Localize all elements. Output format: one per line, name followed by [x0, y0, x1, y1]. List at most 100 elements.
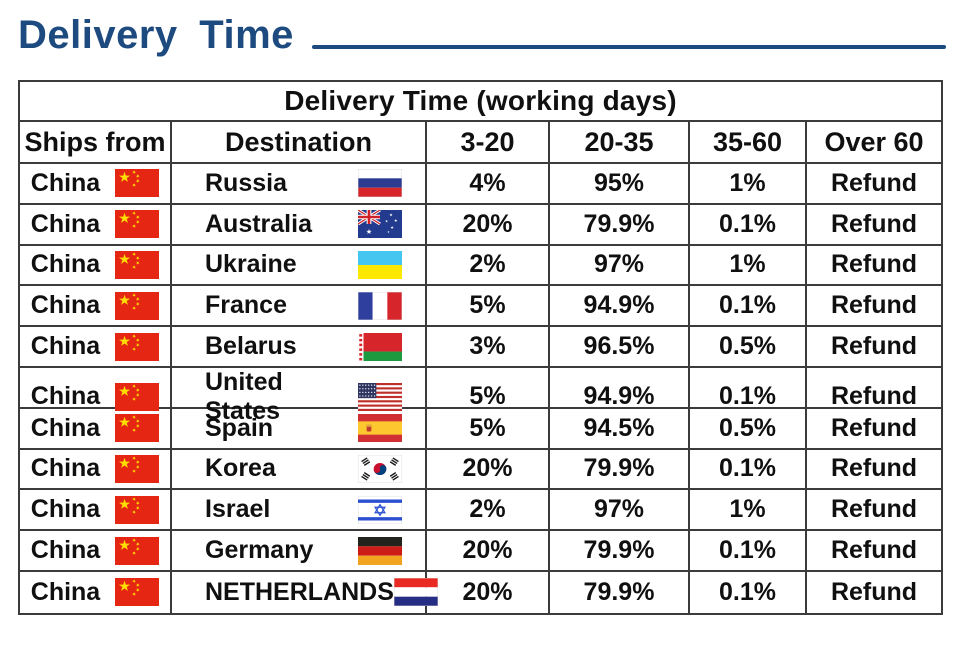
- flag-korea-icon: [358, 454, 402, 483]
- pct-3-20-cell: 5%: [427, 367, 550, 426]
- pct-20-35-cell: 79.9%: [550, 204, 690, 244]
- ships-from-cell: China: [20, 408, 172, 448]
- pct-20-35-cell: 94.9%: [550, 367, 690, 426]
- ships-from-cell: China: [20, 286, 172, 326]
- flag-spain-icon: [358, 414, 402, 443]
- pct-35-60-cell: 1%: [690, 164, 807, 203]
- table-row: China Israel 2% 97% 1% Refund: [20, 490, 941, 532]
- column-header-over-60: Over 60: [824, 126, 924, 157]
- ships-from-label: China: [30, 250, 101, 279]
- over-60-cell: Refund: [830, 454, 918, 483]
- pct-20-35-cell: 79.9%: [550, 571, 690, 613]
- pct-3-20-cell: 3%: [427, 327, 550, 366]
- destination-cell: Spain: [172, 408, 427, 448]
- table-row: China France 5% 94.9% 0.1% Refund: [20, 286, 941, 328]
- pct-3-20-cell: 2%: [427, 490, 550, 530]
- destination-label: NETHERLANDS: [205, 577, 394, 606]
- flag-ukraine-icon: [358, 250, 402, 279]
- ships-from-cell: China: [20, 327, 172, 366]
- table-row: China NETHERLANDS 20% 79.9% 0.1% Refund: [20, 571, 941, 613]
- table-row: China Ukraine 2% 97% 1% Refund: [20, 245, 941, 287]
- ships-from-cell: China: [20, 449, 172, 489]
- title-divider-line: [311, 45, 946, 49]
- flag-france-icon: [358, 291, 402, 320]
- ships-from-label: China: [30, 495, 101, 524]
- flag-israel-icon: [358, 495, 402, 524]
- pct-3-20-cell: 4%: [427, 164, 550, 203]
- column-header-ships-from: Ships from: [20, 122, 172, 162]
- table-row: China Korea 20% 79.9% 0.1% Refund: [20, 449, 941, 491]
- column-header-3-20: 3-20: [427, 122, 550, 162]
- table-header-row: Ships from Destination 3-20 20-35 35-60 …: [20, 122, 941, 164]
- flag-china-icon: [115, 495, 160, 524]
- ships-from-cell: China: [20, 571, 172, 613]
- flag-china-icon: [115, 210, 160, 239]
- ships-from-label: China: [30, 413, 101, 442]
- ships-from-cell: China: [20, 204, 172, 244]
- pct-20-35-cell: 95%: [550, 164, 690, 203]
- pct-3-20-cell: 5%: [427, 286, 550, 326]
- pct-35-60-cell: 0.1%: [690, 204, 807, 244]
- pct-20-35-cell: 79.9%: [550, 449, 690, 489]
- ships-from-label: China: [30, 577, 101, 606]
- table-row: China Australia 20% 79.9% 0.1% Refund: [20, 204, 941, 246]
- pct-20-35-cell: 94.5%: [550, 408, 690, 448]
- delivery-time-table: Delivery Time (working days) Ships from …: [18, 80, 943, 615]
- destination-label: Spain: [205, 413, 274, 442]
- pct-20-35-cell: 97%: [550, 490, 690, 530]
- pct-20-35-cell: 97%: [550, 245, 690, 285]
- flag-netherlands-icon: [393, 578, 438, 607]
- ships-from-cell: China: [20, 164, 172, 203]
- pct-3-20-cell: 20%: [427, 571, 550, 613]
- flag-united-states-icon: [358, 382, 402, 411]
- pct-35-60-cell: 1%: [690, 245, 807, 285]
- pct-35-60-cell: 0.5%: [690, 408, 807, 448]
- column-header-destination: Destination: [172, 122, 427, 162]
- over-60-cell: Refund: [830, 332, 918, 361]
- table-row: China Spain 5% 94.5% 0.5% Refund: [20, 408, 941, 450]
- page-title: Delivery Time: [18, 13, 294, 57]
- table-row: China Belarus 3% 96.5% 0.5% Refund: [20, 327, 941, 368]
- pct-35-60-cell: 0.1%: [690, 286, 807, 326]
- ships-from-cell: China: [20, 367, 172, 426]
- pct-3-20-cell: 20%: [427, 204, 550, 244]
- destination-cell: United States: [172, 367, 427, 426]
- ships-from-cell: China: [20, 531, 172, 570]
- destination-label: Ukraine: [205, 250, 297, 279]
- pct-20-35-cell: 96.5%: [550, 327, 690, 366]
- destination-cell: Israel: [172, 490, 427, 530]
- destination-label: Israel: [205, 495, 271, 524]
- flag-china-icon: [115, 291, 160, 320]
- table-row: China Russia 4% 95% 1% Refund: [20, 164, 941, 205]
- destination-label: Korea: [205, 454, 276, 483]
- ships-from-label: China: [30, 382, 101, 411]
- flag-china-icon: [115, 578, 160, 607]
- pct-35-60-cell: 0.1%: [690, 531, 807, 570]
- pct-35-60-cell: 0.1%: [690, 449, 807, 489]
- pct-20-35-cell: 79.9%: [550, 531, 690, 570]
- destination-cell: Belarus: [172, 327, 427, 366]
- ships-from-label: China: [30, 209, 101, 238]
- over-60-cell: Refund: [830, 168, 918, 197]
- destination-cell: Australia: [172, 204, 427, 244]
- pct-20-35-cell: 94.9%: [550, 286, 690, 326]
- over-60-cell: Refund: [830, 250, 918, 279]
- table-row: China Germany 20% 79.9% 0.1% Refund: [20, 531, 941, 572]
- table-body: China Russia 4% 95% 1% Refund China Aust…: [20, 164, 941, 613]
- destination-cell: Russia: [172, 164, 427, 203]
- ships-from-cell: China: [20, 245, 172, 285]
- pct-35-60-cell: 0.5%: [690, 327, 807, 366]
- ships-from-label: China: [30, 332, 101, 361]
- destination-cell: Germany: [172, 531, 427, 570]
- ships-from-label: China: [30, 168, 101, 197]
- column-header-20-35: 20-35: [550, 122, 690, 162]
- flag-china-icon: [115, 332, 160, 361]
- over-60-cell: Refund: [830, 209, 918, 238]
- destination-label: Germany: [205, 536, 314, 565]
- destination-label: United States: [205, 367, 283, 425]
- pct-35-60-cell: 0.1%: [690, 571, 807, 613]
- over-60-cell: Refund: [830, 382, 918, 411]
- over-60-cell: Refund: [830, 413, 918, 442]
- destination-label: France: [205, 291, 287, 320]
- ships-from-label: China: [30, 291, 101, 320]
